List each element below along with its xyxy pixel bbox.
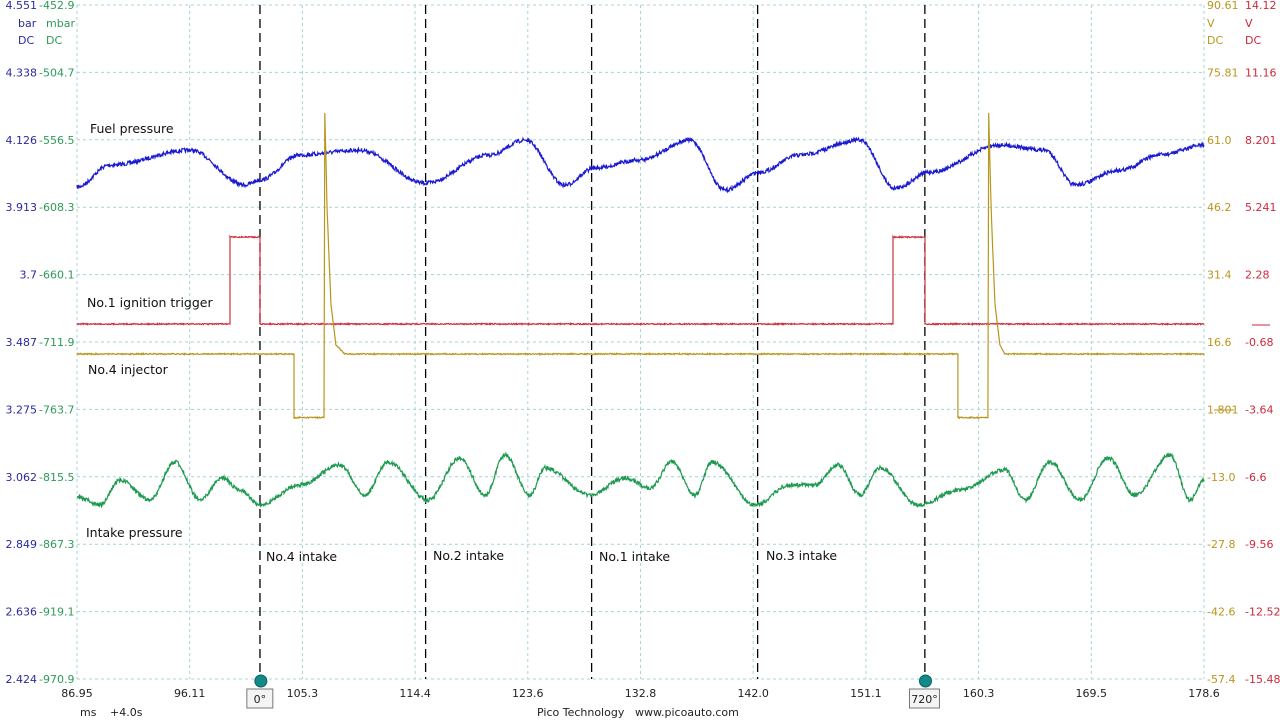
y-tick-v-red: -9.56 (1245, 538, 1273, 551)
y-tick-mbar: -556.5 (39, 134, 74, 147)
y-tick-v-red: -6.6 (1245, 471, 1266, 484)
label-fuel-pressure: Fuel pressure (90, 121, 174, 136)
v-red-unit: V (1245, 17, 1253, 30)
y-tick-mbar: -608.3 (39, 201, 74, 214)
y-tick-bar: 4.126 (6, 134, 38, 147)
y-tick-mbar: -815.5 (39, 471, 74, 484)
y-tick-v-yellow: -13.0 (1207, 471, 1235, 484)
y-tick-v-yellow: 46.2 (1207, 201, 1232, 214)
trace-no-4-injector (76, 112, 1205, 420)
y-tick-v-yellow: 61.0 (1207, 134, 1232, 147)
y-tick-bar: 3.275 (6, 403, 38, 416)
footer-brand: Pico Technology (537, 706, 625, 719)
v-yellow-unit: V (1207, 17, 1215, 30)
trace-no-1-ignition-trigger (76, 234, 1205, 327)
traces (76, 112, 1205, 509)
mbar-coupling: DC (46, 34, 62, 47)
y-tick-bar: 3.062 (6, 471, 38, 484)
y-tick-mbar: -504.7 (39, 66, 74, 79)
x-tick: 132.8 (625, 687, 657, 700)
x-tick: 86.95 (61, 687, 93, 700)
y-tick-v-red: 2.28 (1245, 269, 1270, 282)
x-tick: 114.4 (399, 687, 431, 700)
x-tick: 142.0 (737, 687, 769, 700)
rulers (259, 5, 926, 679)
label-injector: No.4 injector (88, 362, 169, 377)
y-tick-mbar: -763.7 (39, 403, 74, 416)
y-tick-mbar: -919.1 (39, 606, 74, 619)
cursor-label-box (908, 688, 940, 709)
y-tick-mbar: -660.1 (39, 269, 74, 282)
annotation-no1-intake: No.1 intake (599, 549, 670, 564)
footer-url[interactable]: www.picoauto.com (635, 706, 739, 719)
y-tick-v-yellow: -57.4 (1207, 673, 1235, 686)
label-ignition-trigger: No.1 ignition trigger (87, 295, 213, 310)
y-tick-mbar: -452.9 (39, 0, 74, 12)
cursor-label-box (246, 688, 274, 709)
x-tick: 105.3 (287, 687, 319, 700)
grid (76, 4, 1205, 680)
y-tick-bar: 4.338 (6, 66, 38, 79)
y-tick-labels: 4.551 -452.9 90.61 14.12 4.338 -504.7 75.81 11.… (6, 0, 1280, 686)
trace-fuel-pressure (76, 136, 1205, 194)
x-tick: 151.1 (850, 687, 882, 700)
y-tick-v-yellow: 75.81 (1207, 66, 1239, 79)
y-tick-mbar: -867.3 (39, 538, 74, 551)
bar-unit: bar (18, 17, 37, 30)
y-tick-v-red: -12.52 (1245, 606, 1280, 619)
x-tick: 160.3 (963, 687, 995, 700)
phase-cursors[interactable]: 0° 720° (246, 674, 940, 709)
v-yellow-coupling: DC (1207, 34, 1223, 47)
y-tick-v-red: -15.48 (1245, 673, 1280, 686)
x-tick-labels: 86.95 96.11 105.3 114.4 123.6 132.8 142.0 151.1… (61, 687, 1220, 700)
y-tick-v-yellow: 90.61 (1207, 0, 1239, 12)
y-tick-v-yellow: 31.4 (1207, 269, 1232, 282)
annotation-no4-intake: No.4 intake (266, 549, 337, 564)
trace-intake-pressure (76, 451, 1205, 509)
bar-coupling: DC (18, 34, 34, 47)
cursor-label: 0° (254, 693, 267, 706)
y-tick-v-red: 11.16 (1245, 66, 1277, 79)
x-tick: 96.11 (174, 687, 206, 700)
y-tick-v-yellow: -27.8 (1207, 538, 1235, 551)
y-tick-mbar: -970.9 (39, 673, 74, 686)
cursor-label: 720° (911, 693, 938, 706)
x-tick: 169.5 (1076, 687, 1108, 700)
y-tick-bar: 3.7 (20, 269, 38, 282)
label-intake-pressure: Intake pressure (86, 525, 183, 540)
y-tick-v-red: -3.64 (1245, 403, 1273, 416)
y-tick-v-red: 8.201 (1245, 134, 1277, 147)
cursor-handle (254, 674, 268, 688)
annotation-no3-intake: No.3 intake (766, 548, 837, 563)
v-red-coupling: DC (1245, 34, 1261, 47)
y-tick-bar: 3.487 (6, 336, 38, 349)
y-tick-v-red: -0.68 (1245, 336, 1273, 349)
y-tick-v-yellow: -42.6 (1207, 606, 1235, 619)
mbar-unit: mbar (46, 17, 75, 30)
y-tick-bar: 2.849 (6, 538, 38, 551)
x-unit: ms (80, 706, 97, 719)
y-tick-mbar: -711.9 (39, 336, 74, 349)
x-tick: 123.6 (512, 687, 544, 700)
y-tick-bar: 4.551 (6, 0, 38, 12)
y-tick-v-red: 14.12 (1245, 0, 1277, 12)
y-tick-bar: 2.424 (6, 673, 38, 686)
x-tick: 178.6 (1188, 687, 1220, 700)
y-tick-v-yellow: 16.6 (1207, 336, 1232, 349)
y-tick-bar: 3.913 (6, 201, 38, 214)
annotation-no2-intake: No.2 intake (433, 548, 504, 563)
y-tick-bar: 2.636 (6, 606, 38, 619)
y-tick-v-red: 5.241 (1245, 201, 1277, 214)
x-offset: +4.0s (110, 706, 143, 719)
cursor-handle (918, 674, 932, 688)
